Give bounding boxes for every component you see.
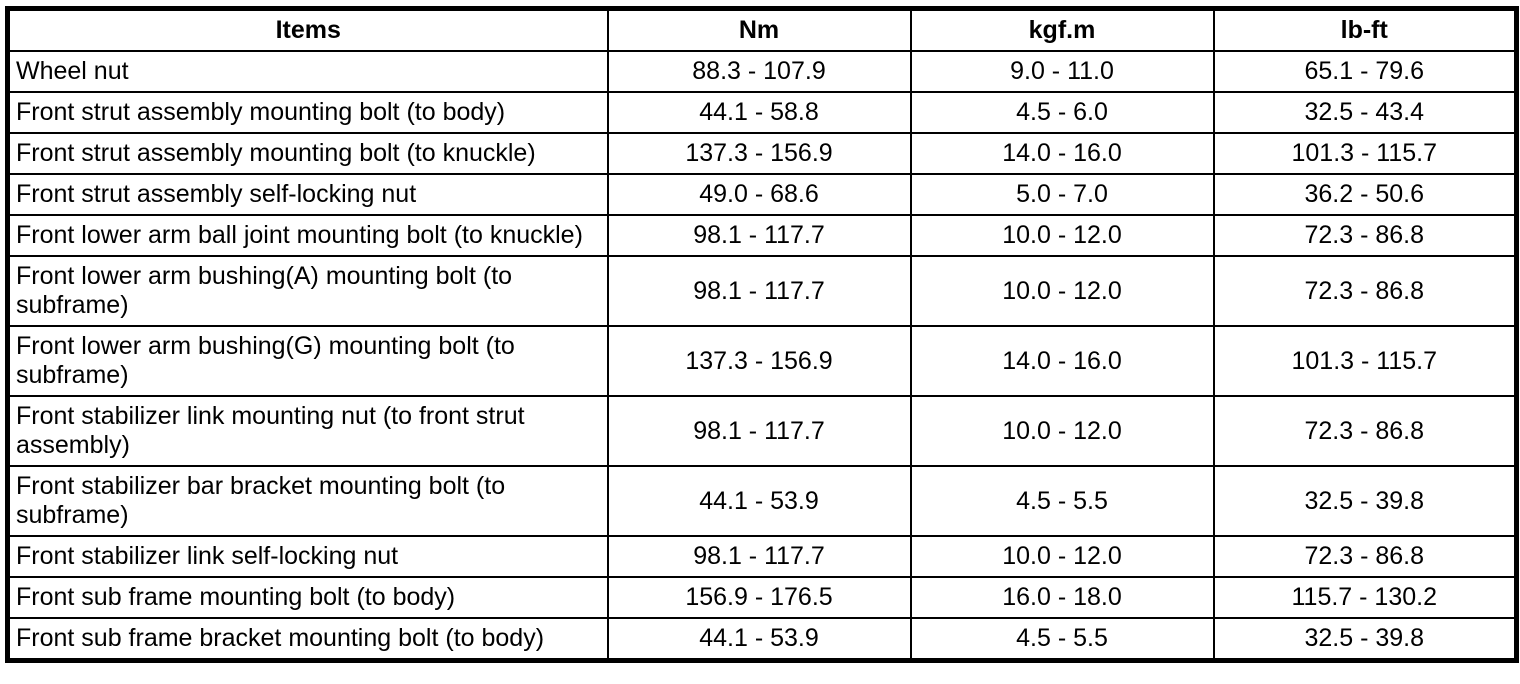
nm-cell: 88.3 - 107.9 (606, 50, 912, 93)
nm-cell: 137.3 - 156.9 (606, 325, 912, 397)
lbft-cell: 32.5 - 43.4 (1212, 91, 1518, 134)
kgfm-cell: 4.5 - 5.5 (909, 465, 1215, 537)
torque-specifications-table: Items Nm kgf.m lb-ft Wheel nut 88.3 - 107… (5, 6, 1519, 663)
nm-cell: 156.9 - 176.5 (606, 576, 912, 619)
nm-cell: 98.1 - 117.7 (606, 255, 912, 327)
table-row: Wheel nut 88.3 - 107.9 9.0 - 11.0 65.1 - 79… (6, 50, 1518, 93)
table-row: Front sub frame bracket mounting bolt (t… (6, 617, 1518, 662)
kgfm-cell: 14.0 - 16.0 (909, 132, 1215, 175)
nm-cell: 44.1 - 58.8 (606, 91, 912, 134)
kgfm-cell: 4.5 - 5.5 (909, 617, 1215, 662)
nm-cell: 137.3 - 156.9 (606, 132, 912, 175)
kgfm-cell: 14.0 - 16.0 (909, 325, 1215, 397)
kgfm-cell: 4.5 - 6.0 (909, 91, 1215, 134)
lbft-cell: 72.3 - 86.8 (1212, 395, 1518, 467)
kgfm-cell: 16.0 - 18.0 (909, 576, 1215, 619)
kgfm-cell: 5.0 - 7.0 (909, 173, 1215, 216)
lbft-cell: 101.3 - 115.7 (1212, 132, 1518, 175)
nm-cell: 44.1 - 53.9 (606, 617, 912, 662)
nm-cell: 49.0 - 68.6 (606, 173, 912, 216)
table-row: Front lower arm ball joint mounting bolt… (6, 214, 1518, 257)
item-cell: Front stabilizer bar bracket mounting bo… (6, 465, 609, 537)
table-row: Front lower arm bushing(A) mounting bolt… (6, 255, 1518, 327)
item-cell: Front strut assembly mounting bolt (to k… (6, 132, 609, 175)
column-header-nm: Nm (606, 7, 912, 52)
column-header-lbft: lb-ft (1212, 7, 1518, 52)
lbft-cell: 36.2 - 50.6 (1212, 173, 1518, 216)
lbft-cell: 115.7 - 130.2 (1212, 576, 1518, 619)
item-cell: Front strut assembly self-locking nut (6, 173, 609, 216)
nm-cell: 98.1 - 117.7 (606, 535, 912, 578)
item-cell: Front strut assembly mounting bolt (to b… (6, 91, 609, 134)
lbft-cell: 72.3 - 86.8 (1212, 214, 1518, 257)
table-row: Front lower arm bushing(G) mounting bolt… (6, 325, 1518, 397)
item-cell: Front lower arm ball joint mounting bolt… (6, 214, 609, 257)
item-cell: Front lower arm bushing(G) mounting bolt… (6, 325, 609, 397)
nm-cell: 98.1 - 117.7 (606, 395, 912, 467)
item-cell: Wheel nut (6, 50, 609, 93)
nm-cell: 98.1 - 117.7 (606, 214, 912, 257)
item-cell: Front stabilizer link self-locking nut (6, 535, 609, 578)
table-row: Front stabilizer link self-locking nut 98… (6, 535, 1518, 578)
item-cell: Front sub frame bracket mounting bolt (t… (6, 617, 609, 662)
lbft-cell: 101.3 - 115.7 (1212, 325, 1518, 397)
kgfm-cell: 10.0 - 12.0 (909, 395, 1215, 467)
nm-cell: 44.1 - 53.9 (606, 465, 912, 537)
lbft-cell: 32.5 - 39.8 (1212, 465, 1518, 537)
item-cell: Front stabilizer link mounting nut (to f… (6, 395, 609, 467)
lbft-cell: 65.1 - 79.6 (1212, 50, 1518, 93)
item-cell: Front lower arm bushing(A) mounting bolt… (6, 255, 609, 327)
header-row: Items Nm kgf.m lb-ft (6, 7, 1518, 52)
item-cell: Front sub frame mounting bolt (to body) (6, 576, 609, 619)
table-row: Front strut assembly mounting bolt (to b… (6, 91, 1518, 134)
lbft-cell: 72.3 - 86.8 (1212, 255, 1518, 327)
lbft-cell: 32.5 - 39.8 (1212, 617, 1518, 662)
kgfm-cell: 9.0 - 11.0 (909, 50, 1215, 93)
column-header-kgfm: kgf.m (909, 7, 1215, 52)
kgfm-cell: 10.0 - 12.0 (909, 535, 1215, 578)
table-row: Front strut assembly mounting bolt (to k… (6, 132, 1518, 175)
table-row: Front stabilizer link mounting nut (to f… (6, 395, 1518, 467)
table-body: Wheel nut 88.3 - 107.9 9.0 - 11.0 65.1 - 79… (6, 50, 1518, 662)
table-row: Front sub frame mounting bolt (to body) 1… (6, 576, 1518, 619)
kgfm-cell: 10.0 - 12.0 (909, 255, 1215, 327)
kgfm-cell: 10.0 - 12.0 (909, 214, 1215, 257)
lbft-cell: 72.3 - 86.8 (1212, 535, 1518, 578)
table-row: Front strut assembly self-locking nut 49.… (6, 173, 1518, 216)
column-header-items: Items (6, 7, 609, 52)
table-row: Front stabilizer bar bracket mounting bo… (6, 465, 1518, 537)
